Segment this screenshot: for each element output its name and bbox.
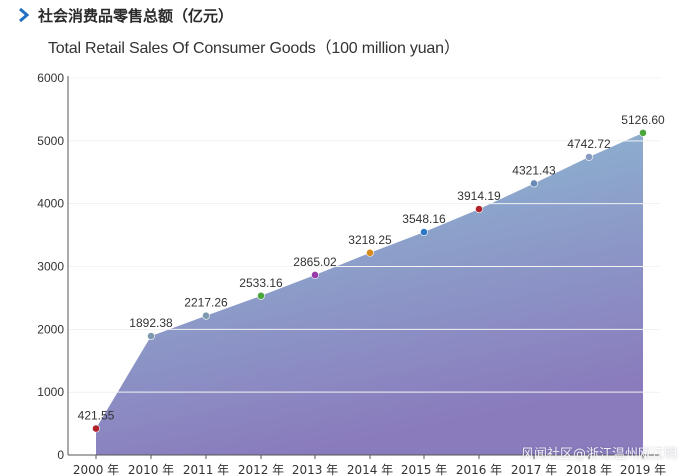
data-label: 4742.72 <box>567 137 611 151</box>
y-tick-label: 0 <box>57 448 64 462</box>
data-point <box>311 271 319 279</box>
x-tick-label: 2000 年 <box>73 463 119 476</box>
data-point <box>202 311 210 320</box>
x-tick-label: 2015 年 <box>401 463 447 476</box>
chart-title-cn: 社会消费品零售总额（亿元） <box>38 6 234 25</box>
data-point <box>147 332 155 340</box>
x-tick-label: 2016 年 <box>456 463 502 476</box>
y-tick-label: 4000 <box>37 197 64 211</box>
data-point <box>530 179 538 188</box>
x-tick-label: 2011 年 <box>183 463 229 476</box>
data-point <box>420 228 428 236</box>
data-label: 2533.16 <box>239 276 283 290</box>
data-label: 3914.19 <box>457 189 501 203</box>
x-tick-label: 2017 年 <box>511 463 557 476</box>
data-point <box>475 205 483 213</box>
watermark: 风闻社区@浙江温州瓯江明 <box>520 447 677 462</box>
y-tick-label: 1000 <box>37 385 64 399</box>
data-point <box>639 128 647 137</box>
x-tick-label: 2019 年 <box>620 463 666 476</box>
x-tick-label: 2013 年 <box>292 463 338 476</box>
x-tick-label: 2012 年 <box>238 463 284 476</box>
data-label: 1892.38 <box>129 316 173 330</box>
data-point <box>257 291 265 300</box>
data-label: 5126.60 <box>621 113 665 127</box>
data-label: 2865.02 <box>293 255 337 269</box>
y-tick-label: 6000 <box>37 71 64 85</box>
chart-title-en: Total Retail Sales Of Consumer Goods（100… <box>48 40 460 57</box>
chart-header: 社会消费品零售总额（亿元） <box>18 4 233 26</box>
y-tick-label: 3000 <box>37 260 64 274</box>
data-point <box>92 424 100 433</box>
x-tick-label: 2018 年 <box>566 463 612 476</box>
chevron-right-icon <box>19 8 30 22</box>
y-tick-label: 2000 <box>37 322 64 336</box>
data-label: 4321.43 <box>512 163 556 177</box>
data-label: 3548.16 <box>402 212 446 226</box>
x-tick-label: 2014 年 <box>347 463 393 476</box>
y-tick-label: 5000 <box>37 134 64 148</box>
x-tick-label: 2010 年 <box>128 463 174 476</box>
data-label: 421.55 <box>78 409 115 423</box>
data-label: 3218.25 <box>348 233 392 247</box>
data-label: 2217.26 <box>184 296 228 310</box>
data-point <box>366 248 374 257</box>
area-series <box>96 132 643 455</box>
data-point <box>585 153 593 161</box>
